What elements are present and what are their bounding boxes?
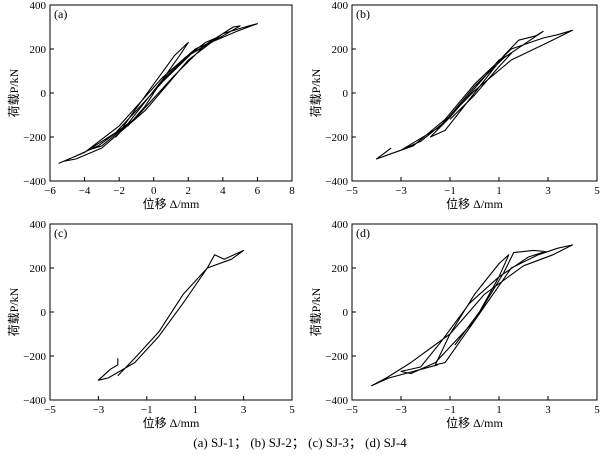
hysteresis-curve: [371, 244, 574, 387]
plot-frame: [351, 223, 598, 401]
hysteresis-curve: [97, 249, 245, 381]
x-axis-label: 位移 Δ/mm: [446, 415, 503, 430]
y-tick-label: −200: [23, 132, 46, 144]
y-tick-label: 400: [332, 219, 349, 231]
panel-label: (b): [356, 7, 370, 21]
panel-label: (d): [356, 226, 370, 240]
y-tick-label: 400: [30, 219, 47, 231]
y-axis-label: 荷载P/kN: [309, 287, 323, 336]
chart-panel-3: −5 −3 −1 1 3 5 −400 −200 0 200 400 (c) 位移 Δ/mm 荷载P/kN: [7, 219, 295, 430]
x-tick-label: 5: [289, 404, 295, 416]
y-tick-label: −200: [23, 351, 46, 363]
plot-frame: [49, 223, 293, 401]
panel-label: (c): [54, 226, 67, 240]
x-tick-label: −1: [141, 404, 153, 416]
x-tick-label: −3: [395, 185, 407, 197]
y-tick-label: 0: [41, 307, 47, 319]
y-tick-label: −400: [23, 176, 46, 188]
x-axis-label: 位移 Δ/mm: [143, 196, 200, 211]
y-tick-label: −200: [325, 351, 348, 363]
y-tick-label: −400: [23, 395, 46, 407]
x-tick-label: 3: [545, 404, 551, 416]
x-tick-label: −3: [395, 404, 407, 416]
x-tick-label: −1: [444, 185, 456, 197]
figure-caption: (a) SJ-1； (b) SJ-2； (c) SJ-3； (d) SJ-4: [193, 435, 407, 450]
x-tick-label: 1: [192, 404, 198, 416]
y-tick-label: 200: [30, 263, 47, 275]
chart-panel-2: −5 −3 −1 1 3 5 −400 −200 0 200 400 (b) 位移 Δ/mm 荷载P/kN: [309, 0, 600, 211]
y-tick-label: −400: [325, 176, 348, 188]
y-tick-label: 400: [332, 0, 349, 12]
chart-panel-1: −6 −4 −2 0 2 4 6 8 −400 −200 0 200 400 (a) 位移 Δ/mm 荷载P/…: [7, 0, 295, 211]
x-tick-label: −5: [346, 185, 358, 197]
x-axis-label: 位移 Δ/mm: [446, 196, 503, 211]
x-tick-label: −2: [113, 185, 125, 197]
y-axis-label: 荷载P/kN: [7, 68, 21, 117]
x-tick-label: −4: [79, 185, 91, 197]
x-tick-label: 3: [241, 404, 247, 416]
x-tick-label: 1: [496, 404, 502, 416]
x-tick-label: 8: [289, 185, 295, 197]
x-tick-label: −6: [44, 185, 56, 197]
x-tick-label: 4: [220, 185, 226, 197]
x-tick-label: 5: [594, 185, 600, 197]
y-tick-label: 0: [343, 307, 349, 319]
hysteresis-curve: [58, 23, 258, 164]
x-tick-label: −5: [44, 404, 56, 416]
x-axis-label: 位移 Δ/mm: [143, 415, 200, 430]
y-tick-label: 0: [41, 88, 47, 100]
hysteresis-curve: [375, 29, 574, 160]
x-tick-label: −5: [346, 404, 358, 416]
x-tick-label: 5: [594, 404, 600, 416]
x-tick-label: 6: [255, 185, 261, 197]
y-tick-label: 200: [332, 263, 349, 275]
x-tick-label: −3: [93, 404, 105, 416]
x-tick-label: 3: [545, 185, 551, 197]
x-tick-label: 1: [496, 185, 502, 197]
y-axis-label: 荷载P/kN: [7, 287, 21, 336]
chart-panel-4: −5 −3 −1 1 3 5 −400 −200 0 200 400 (d) 位移 Δ/mm 荷载P/kN: [309, 219, 600, 430]
x-tick-label: 2: [186, 185, 192, 197]
y-tick-label: −200: [325, 132, 348, 144]
panel-label: (a): [54, 7, 67, 21]
y-tick-label: 0: [343, 88, 349, 100]
x-tick-label: −1: [444, 404, 456, 416]
y-tick-label: −400: [325, 395, 348, 407]
y-tick-label: 200: [332, 44, 349, 56]
y-tick-label: 200: [30, 44, 47, 56]
x-tick-label: 0: [151, 185, 157, 197]
y-axis-label: 荷载P/kN: [309, 68, 323, 117]
y-tick-label: 400: [30, 0, 47, 12]
